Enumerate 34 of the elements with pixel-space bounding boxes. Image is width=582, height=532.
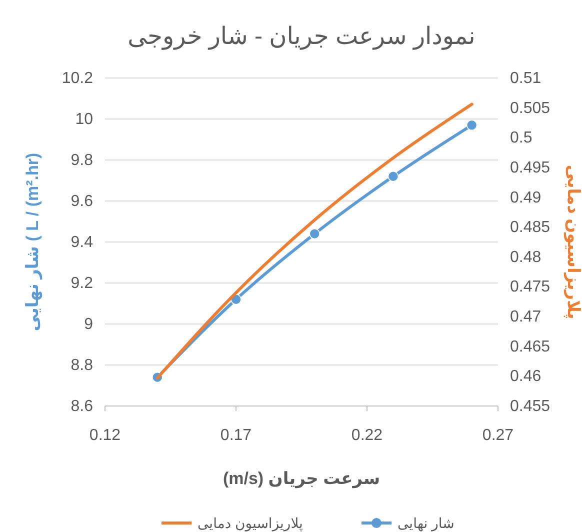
y-tick-label: 8.8: [70, 357, 94, 374]
y2-tick-label: 0.475: [510, 278, 550, 296]
y2-tick-label: 0.48: [510, 248, 542, 266]
y-tick-label: 9.8: [70, 152, 94, 169]
y-tick-label: 9.4: [70, 234, 94, 251]
x-tick-label: 0.12: [89, 427, 121, 444]
chart-title: نمودار سرعت جریان - شار خروجی: [128, 23, 476, 50]
y2-tick-label: 0.51: [510, 70, 542, 87]
y2-tick-label: 0.455: [510, 398, 550, 415]
y-tick-label: 9: [84, 316, 94, 333]
point: [466, 120, 478, 131]
y2-tick-label: 0.5: [510, 130, 532, 147]
point: [388, 171, 399, 182]
point: [309, 228, 320, 240]
y2-tick-label: 0.495: [510, 159, 550, 176]
x-tick-label: 0.17: [220, 427, 252, 444]
y2-tick-label: 0.465: [510, 338, 550, 356]
y-tick-label: 10.2: [62, 70, 94, 87]
y2-tick-label: 0.49: [510, 189, 542, 206]
y2-tick-label: 0.505: [510, 100, 550, 117]
y2-axis-title: پلاریزاسیون دمایی: [563, 164, 582, 320]
y-tick-label: 10: [75, 111, 94, 128]
y2-tick-label: 0.46: [510, 368, 542, 386]
y2-tick-label: 0.47: [510, 308, 542, 326]
y-tick-label: 8.6: [70, 398, 94, 415]
x-tick-label: 0.22: [351, 427, 383, 444]
y-tick-label: 9.2: [70, 275, 94, 292]
y-tick-label: 9.6: [70, 193, 94, 210]
x-axis-title: سرعت جریان (m/s): [222, 469, 380, 489]
legend-label: شار نهایی: [398, 515, 454, 532]
y2-tick-label: 0.485: [510, 219, 550, 236]
y-axis-title: شار نهایی ( L / (m².hr): [23, 152, 43, 332]
legend-label: پلاریزاسیون دمایی: [198, 515, 304, 532]
x-tick-label: 0.27: [482, 427, 514, 444]
